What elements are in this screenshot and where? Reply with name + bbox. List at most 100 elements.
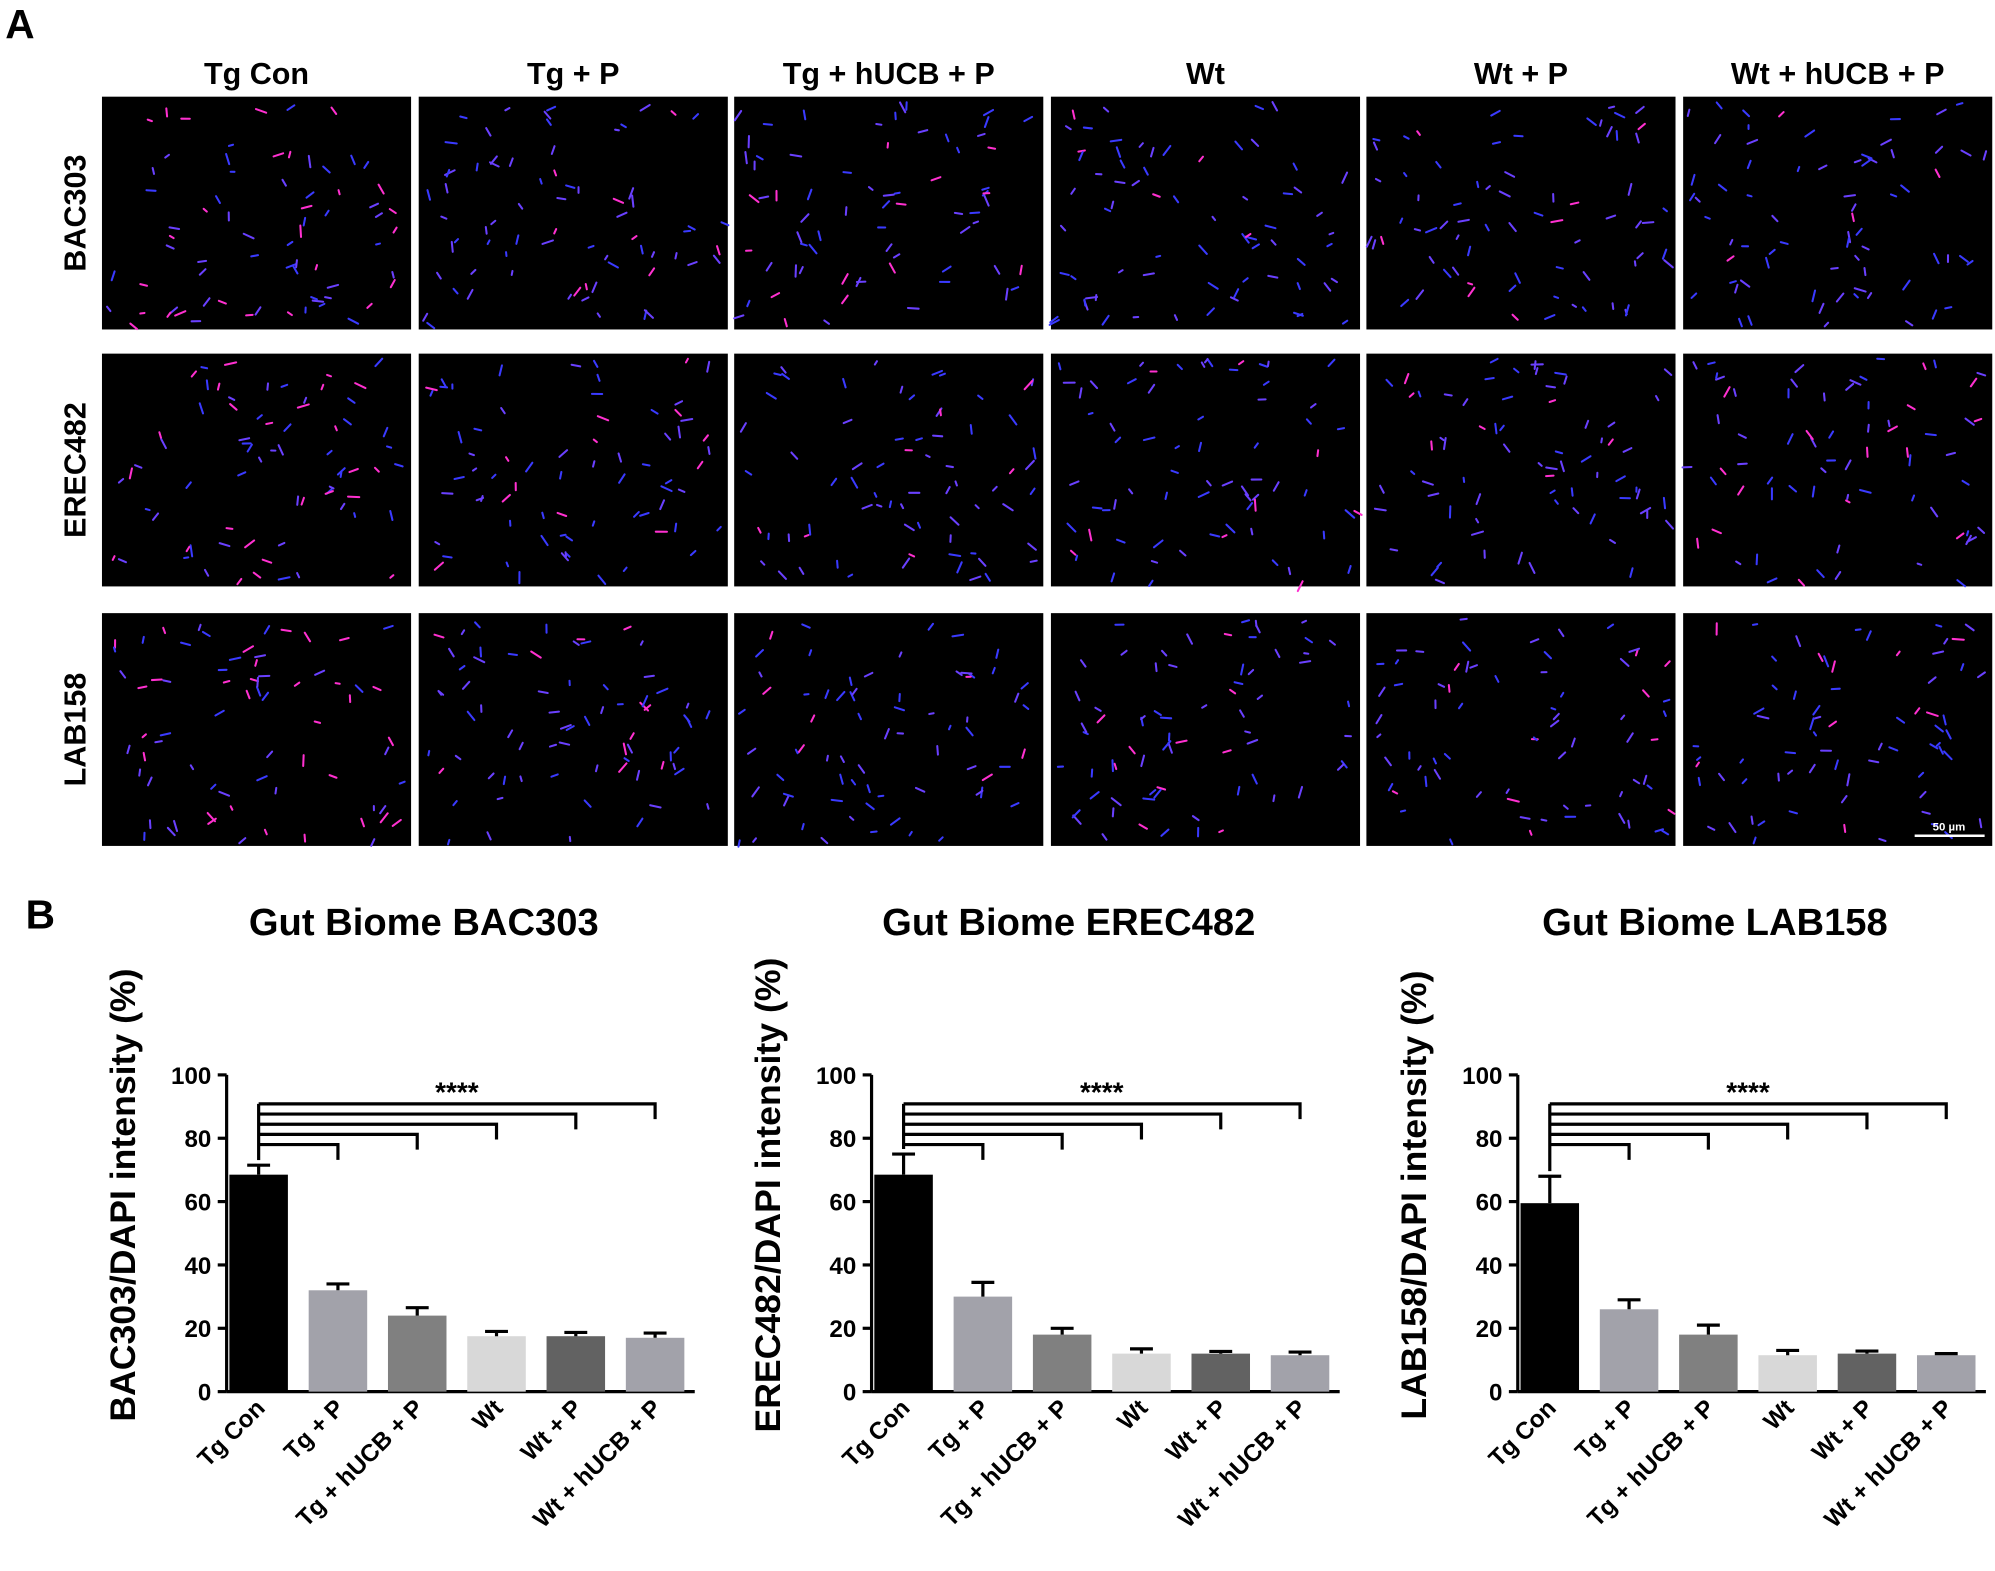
micrograph-cell <box>558 741 571 746</box>
micrograph-cell <box>1627 182 1633 196</box>
micrograph-cell <box>1555 266 1564 270</box>
micrograph-cell <box>1554 371 1567 376</box>
micrograph-cell <box>765 261 773 272</box>
micrograph-cell <box>945 465 954 469</box>
micrograph-cell <box>798 566 805 575</box>
x-tick-label: Tg + P <box>1570 1395 1641 1466</box>
micrograph-cell <box>977 394 984 400</box>
micrograph-cell <box>584 283 588 291</box>
micrograph-cell <box>1663 368 1673 376</box>
micrograph-cell <box>1854 628 1862 631</box>
micrograph-cell <box>1070 275 1077 281</box>
micrograph-cell <box>254 306 262 316</box>
micrograph-cell <box>484 225 488 235</box>
micrograph-cell <box>1152 539 1164 549</box>
micrograph-cell <box>1376 733 1382 739</box>
micrograph-cell <box>898 651 903 658</box>
micrograph-cell <box>639 244 644 255</box>
micrograph-cell <box>1417 765 1422 771</box>
micrograph-cell <box>801 822 805 831</box>
micrograph-cell <box>543 110 552 120</box>
micrograph-cell <box>263 625 271 635</box>
y-axis-label: EREC482/DAPI intensity (%) <box>748 958 788 1433</box>
micrograph-cell <box>475 162 479 172</box>
micrograph-cell <box>1478 425 1486 431</box>
micrograph-cell <box>296 572 301 579</box>
micrograph-cell <box>1147 383 1156 394</box>
micrograph-cell <box>892 253 901 259</box>
micrograph-cell <box>162 626 167 635</box>
micrograph-cell <box>307 154 312 169</box>
micrograph-cell <box>870 830 878 834</box>
micrograph-cell <box>1101 833 1108 841</box>
micrograph-cell <box>496 796 504 801</box>
micrograph-cell <box>600 706 605 715</box>
micrograph-cell <box>628 187 635 200</box>
micrograph-cell <box>1457 218 1470 223</box>
micrograph-cell <box>1223 632 1233 637</box>
micrograph-cell <box>1341 171 1349 184</box>
micrograph-cell <box>1170 469 1179 474</box>
micrograph-cell <box>510 269 514 276</box>
micrograph-cell <box>272 152 285 158</box>
micrograph-cell <box>1944 306 1953 310</box>
micrograph-cell <box>641 463 651 467</box>
micrograph-cell <box>185 545 191 553</box>
micrograph-cell <box>1931 309 1938 320</box>
micrograph-cell <box>592 438 598 444</box>
micrograph-cell <box>1296 282 1301 291</box>
micrograph-cell <box>117 558 127 564</box>
micrograph <box>1683 96 1993 330</box>
micrograph-cell <box>1323 282 1332 292</box>
micrograph-cell <box>1867 423 1870 433</box>
micrograph-cell <box>322 165 331 174</box>
column-header: Wt + hUCB + P <box>1731 57 1945 91</box>
micrograph-cell <box>466 288 474 300</box>
micrograph-cell <box>1752 836 1757 845</box>
error-bar <box>971 1280 995 1297</box>
micrograph-cell <box>470 268 477 275</box>
significance-bracket <box>1549 1112 1869 1130</box>
micrograph-cell <box>1637 122 1646 131</box>
micrograph-cell <box>565 184 576 189</box>
micrograph-cell <box>200 366 209 370</box>
micrograph-cell <box>570 363 582 368</box>
micrograph-cell <box>1741 778 1748 785</box>
micrograph-cell <box>830 798 844 803</box>
micrograph-cell <box>643 309 655 319</box>
micrograph-cell <box>1934 168 1941 179</box>
micrograph-cell <box>1661 829 1670 836</box>
micrograph-cell <box>274 786 278 795</box>
row-label: BAC303 <box>58 155 92 272</box>
micrograph-cell <box>959 225 971 234</box>
micrograph-cell <box>174 310 187 317</box>
y-tick-label: 0 <box>843 1380 856 1407</box>
micrograph-cell <box>1253 498 1257 512</box>
micrograph-cell <box>1238 360 1245 366</box>
micrograph-cell <box>1424 775 1428 788</box>
micrograph-cell <box>320 383 325 391</box>
micrograph-cell <box>1519 816 1531 820</box>
micrograph-cell <box>1584 419 1590 429</box>
micrograph-cell <box>1085 295 1099 300</box>
micrograph-cell <box>1933 359 1937 369</box>
micrograph-cell <box>842 377 847 389</box>
micrograph-cell <box>1818 302 1825 314</box>
micrograph-cell <box>1572 507 1580 515</box>
micrograph-cell <box>1453 202 1462 206</box>
micrograph-cell <box>548 743 558 748</box>
micrograph-cell <box>956 561 963 574</box>
micrograph-cell <box>618 762 628 773</box>
micrograph-cell <box>938 836 944 842</box>
micrograph-cell <box>1254 104 1265 111</box>
micrograph-cell <box>507 729 514 739</box>
micrograph-cell <box>1148 579 1154 587</box>
micrograph-cell <box>1048 318 1060 326</box>
micrograph <box>1683 613 1993 846</box>
micrograph-cell <box>106 305 112 313</box>
micrograph-cell <box>1750 815 1754 825</box>
micrograph-cell <box>203 568 210 577</box>
micrograph-cell <box>1328 231 1335 236</box>
micrograph-cell <box>560 552 569 562</box>
micrograph-cell <box>558 449 569 458</box>
